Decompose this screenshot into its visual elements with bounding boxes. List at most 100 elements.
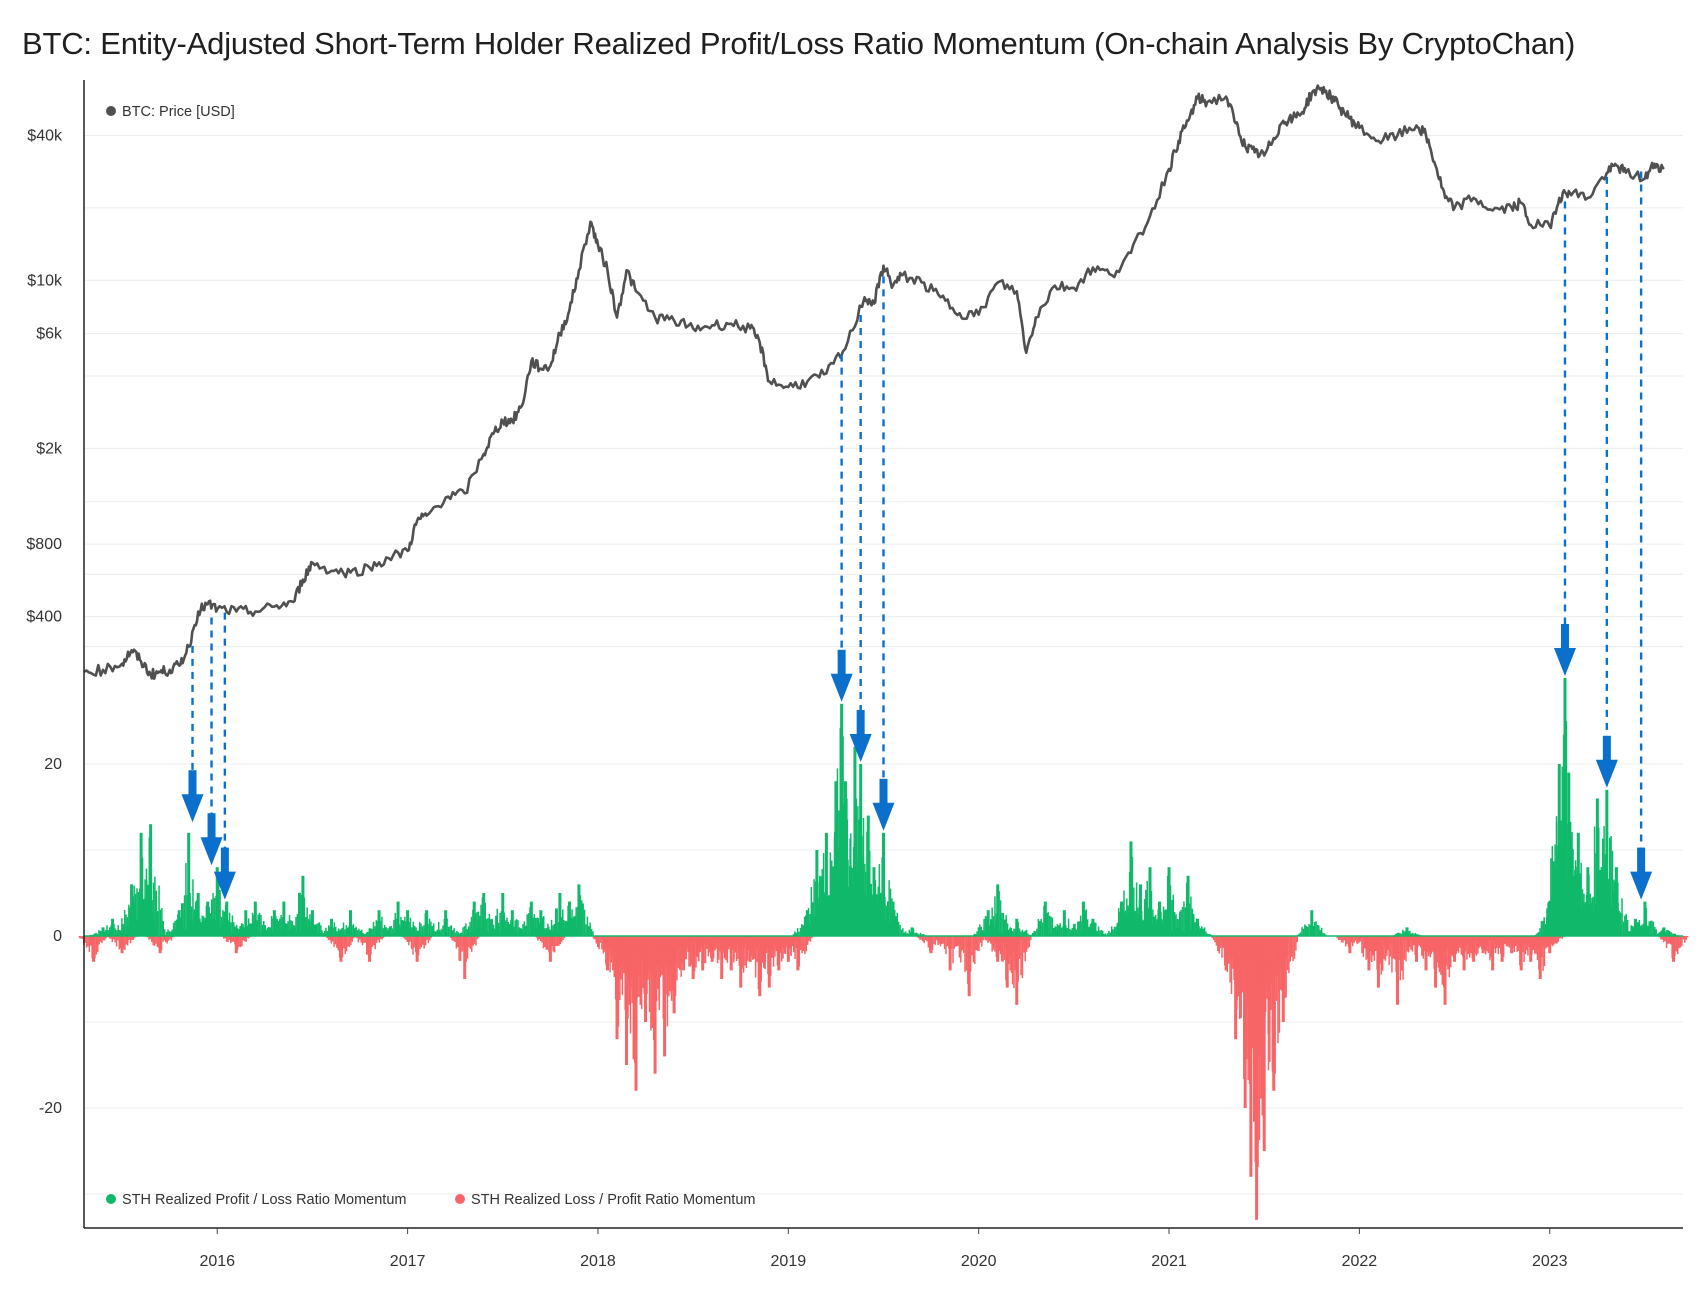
loss-bar-fill: [1364, 936, 1366, 949]
profit-bar-fill: [152, 882, 155, 936]
loss-bar-fill: [1372, 936, 1374, 956]
loss-bar-fill: [1531, 936, 1533, 955]
profit-bar-fill: [1638, 919, 1641, 936]
loss-bar-fill: [1551, 936, 1554, 947]
profit-bar-fill: [868, 926, 871, 936]
profit-bar-fill: [845, 921, 848, 936]
profit-bar-fill: [1652, 921, 1655, 936]
profit-bar-fill: [386, 928, 388, 936]
loss-bar-fill: [466, 936, 469, 959]
loss-bar-fill: [1374, 936, 1377, 952]
loss-bar-fill: [776, 936, 779, 966]
profit-bar-fill: [262, 930, 264, 936]
loss-bar-fill: [128, 936, 130, 941]
profit-bar-fill: [314, 924, 317, 936]
profit-bar: [482, 893, 486, 936]
loss-bar-fill: [1499, 936, 1502, 938]
loss-bar-fill: [1440, 936, 1442, 975]
profit-bar-fill: [128, 904, 130, 936]
loss-bar-fill: [651, 936, 654, 1028]
profit-bar-fill: [1166, 876, 1169, 936]
loss-bar-fill: [1233, 936, 1235, 980]
loss-bar-fill: [228, 936, 231, 940]
profit-bar-fill: [269, 927, 271, 936]
profit-bar-fill: [1637, 923, 1639, 936]
profit-bar: [510, 910, 514, 936]
profit-bar-fill: [295, 916, 297, 936]
profit-bar: [1186, 875, 1190, 936]
profit-bar-fill: [490, 919, 492, 936]
profit-bar-fill: [1413, 933, 1415, 936]
momentum-tick-label: -20: [39, 1100, 62, 1117]
profit-bar-fill: [320, 930, 323, 936]
profit-bar-fill: [251, 912, 254, 936]
loss-bar-fill: [162, 936, 164, 942]
profit-bar-fill: [1601, 930, 1604, 936]
loss-bar-fill: [754, 936, 757, 940]
loss-bar-fill: [1524, 936, 1527, 955]
loss-bar-fill: [1275, 936, 1278, 973]
profit-bar-fill: [457, 932, 460, 936]
profit-bar-fill: [845, 859, 848, 936]
loss-bar-fill: [1671, 936, 1673, 958]
loss-bar-fill: [764, 936, 766, 970]
loss-bar-fill: [377, 936, 379, 941]
loss-bar-fill: [1525, 936, 1528, 939]
profit-bar-fill: [114, 928, 117, 936]
loss-bar-fill: [678, 936, 681, 951]
profit-bar-fill: [186, 894, 189, 936]
profit-bar-fill: [202, 916, 205, 936]
profit-bar-fill: [170, 931, 172, 936]
profit-bar: [996, 884, 1000, 936]
loss-bar-fill: [747, 936, 750, 951]
loss-bar: [1519, 936, 1523, 971]
loss-bar-fill: [104, 936, 106, 941]
loss-bar-fill: [726, 936, 728, 954]
loss-bar: [120, 936, 124, 954]
profit-bar-fill: [840, 872, 843, 936]
profit-legend: STH Realized Profit / Loss Ratio Momentu…: [106, 1192, 406, 1208]
profit-bar-fill: [1108, 930, 1110, 936]
loss-bar-fill: [1274, 936, 1276, 961]
loss-bar-fill: [938, 936, 940, 944]
loss-bar-fill: [755, 936, 758, 942]
loss-bar-fill: [326, 936, 328, 938]
loss-bar-fill: [1347, 936, 1350, 948]
profit-bar-fill: [1159, 913, 1162, 936]
loss-bar-fill: [1253, 936, 1255, 1097]
profit-bar-fill: [833, 831, 836, 936]
loss-bar-fill: [779, 936, 782, 953]
profit-bar-fill: [404, 916, 406, 936]
profit-bar-fill: [536, 917, 538, 936]
loss-bar-fill: [791, 936, 794, 947]
profit-bar-fill: [864, 924, 867, 936]
profit-bar-fill: [291, 927, 293, 936]
loss-bar-fill: [125, 936, 128, 945]
profit-bar-fill: [253, 915, 255, 936]
profit-bar-fill: [994, 896, 996, 936]
profit-bar-fill: [1627, 931, 1630, 936]
loss-bar-fill: [689, 936, 692, 967]
loss-bar-fill: [917, 936, 920, 939]
profit-bar-fill: [1198, 926, 1200, 936]
arrow-head: [849, 734, 872, 762]
loss-bar-fill: [1014, 936, 1017, 971]
loss-bar-fill: [1662, 936, 1665, 943]
loss-bar-fill: [538, 936, 540, 940]
loss-bar-fill: [1488, 936, 1491, 939]
loss-bar-fill: [697, 936, 700, 961]
loss-bar-fill: [1468, 936, 1471, 958]
profit-bar-fill: [1048, 915, 1051, 936]
profit-bar-fill: [231, 915, 234, 936]
loss-bar-fill: [1244, 936, 1247, 1045]
loss-bar-fill: [451, 936, 453, 941]
loss-bar-fill: [626, 936, 629, 973]
loss-bar-fill: [1466, 936, 1468, 960]
loss-bar-fill: [1445, 936, 1448, 966]
loss-bar-fill: [767, 936, 769, 975]
profit-bar-fill: [1626, 929, 1628, 936]
profit-bar-fill: [466, 929, 469, 936]
profit-bar-fill: [839, 888, 841, 936]
loss-bar-fill: [1025, 936, 1028, 952]
loss-bar-fill: [775, 936, 777, 949]
